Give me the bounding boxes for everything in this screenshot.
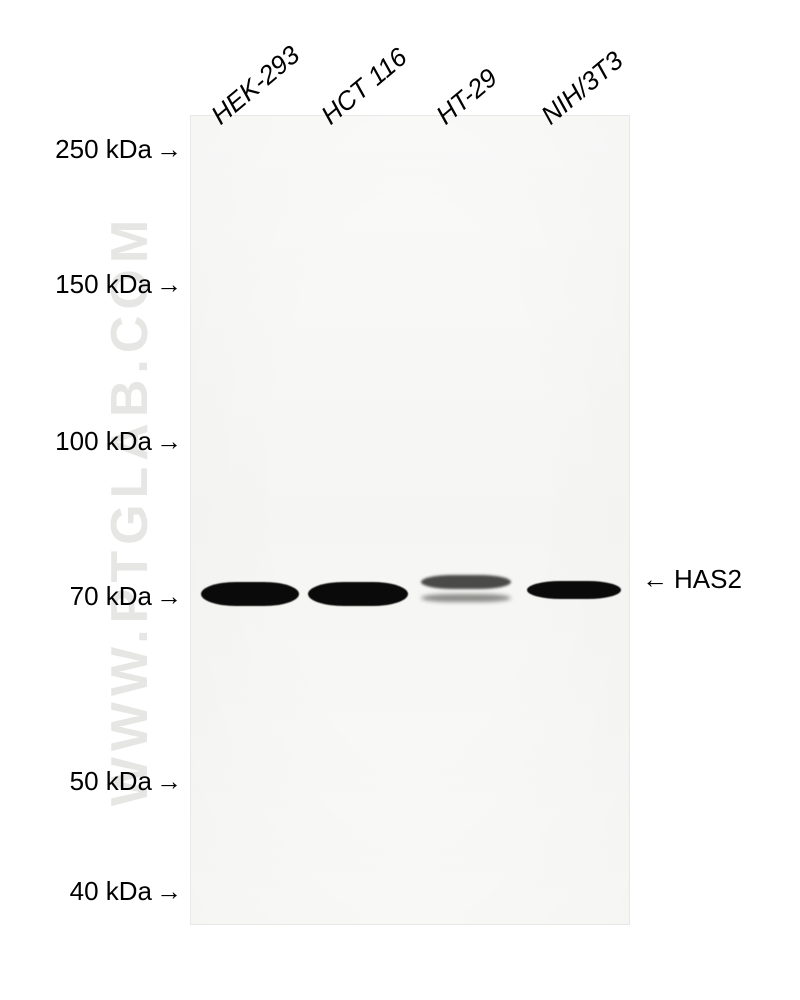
- marker-label-text: 70 kDa: [70, 581, 152, 611]
- marker-40kda: 40 kDa→: [70, 876, 182, 907]
- marker-70kda: 70 kDa→: [70, 581, 182, 612]
- marker-label-text: 250 kDa: [55, 134, 152, 164]
- marker-label-text: 100 kDa: [55, 426, 152, 456]
- arrow-right-icon: →: [156, 426, 182, 457]
- band-lane1: [201, 582, 299, 606]
- target-name: HAS2: [674, 564, 742, 594]
- marker-50kda: 50 kDa→: [70, 766, 182, 797]
- target-label: ←HAS2: [642, 564, 742, 595]
- figure-container: WWW.PTGLAB.COM HEK-293 HCT 116 HT-29 NIH…: [0, 0, 800, 1000]
- arrow-right-icon: →: [156, 876, 182, 907]
- arrow-right-icon: →: [156, 766, 182, 797]
- marker-label-text: 150 kDa: [55, 269, 152, 299]
- arrow-left-icon: ←: [642, 564, 668, 595]
- blot-vignette: [191, 116, 629, 924]
- arrow-right-icon: →: [156, 581, 182, 612]
- blot-membrane: [190, 115, 630, 925]
- marker-250kda: 250 kDa→: [55, 134, 182, 165]
- band-lane3-upper: [421, 575, 511, 589]
- marker-label-text: 40 kDa: [70, 876, 152, 906]
- marker-100kda: 100 kDa→: [55, 426, 182, 457]
- band-lane3-lower: [421, 594, 511, 602]
- marker-label-text: 50 kDa: [70, 766, 152, 796]
- arrow-right-icon: →: [156, 269, 182, 300]
- band-lane2: [308, 582, 408, 606]
- band-lane4: [527, 581, 621, 599]
- arrow-right-icon: →: [156, 134, 182, 165]
- marker-150kda: 150 kDa→: [55, 269, 182, 300]
- watermark-text: WWW.PTGLAB.COM: [100, 214, 160, 806]
